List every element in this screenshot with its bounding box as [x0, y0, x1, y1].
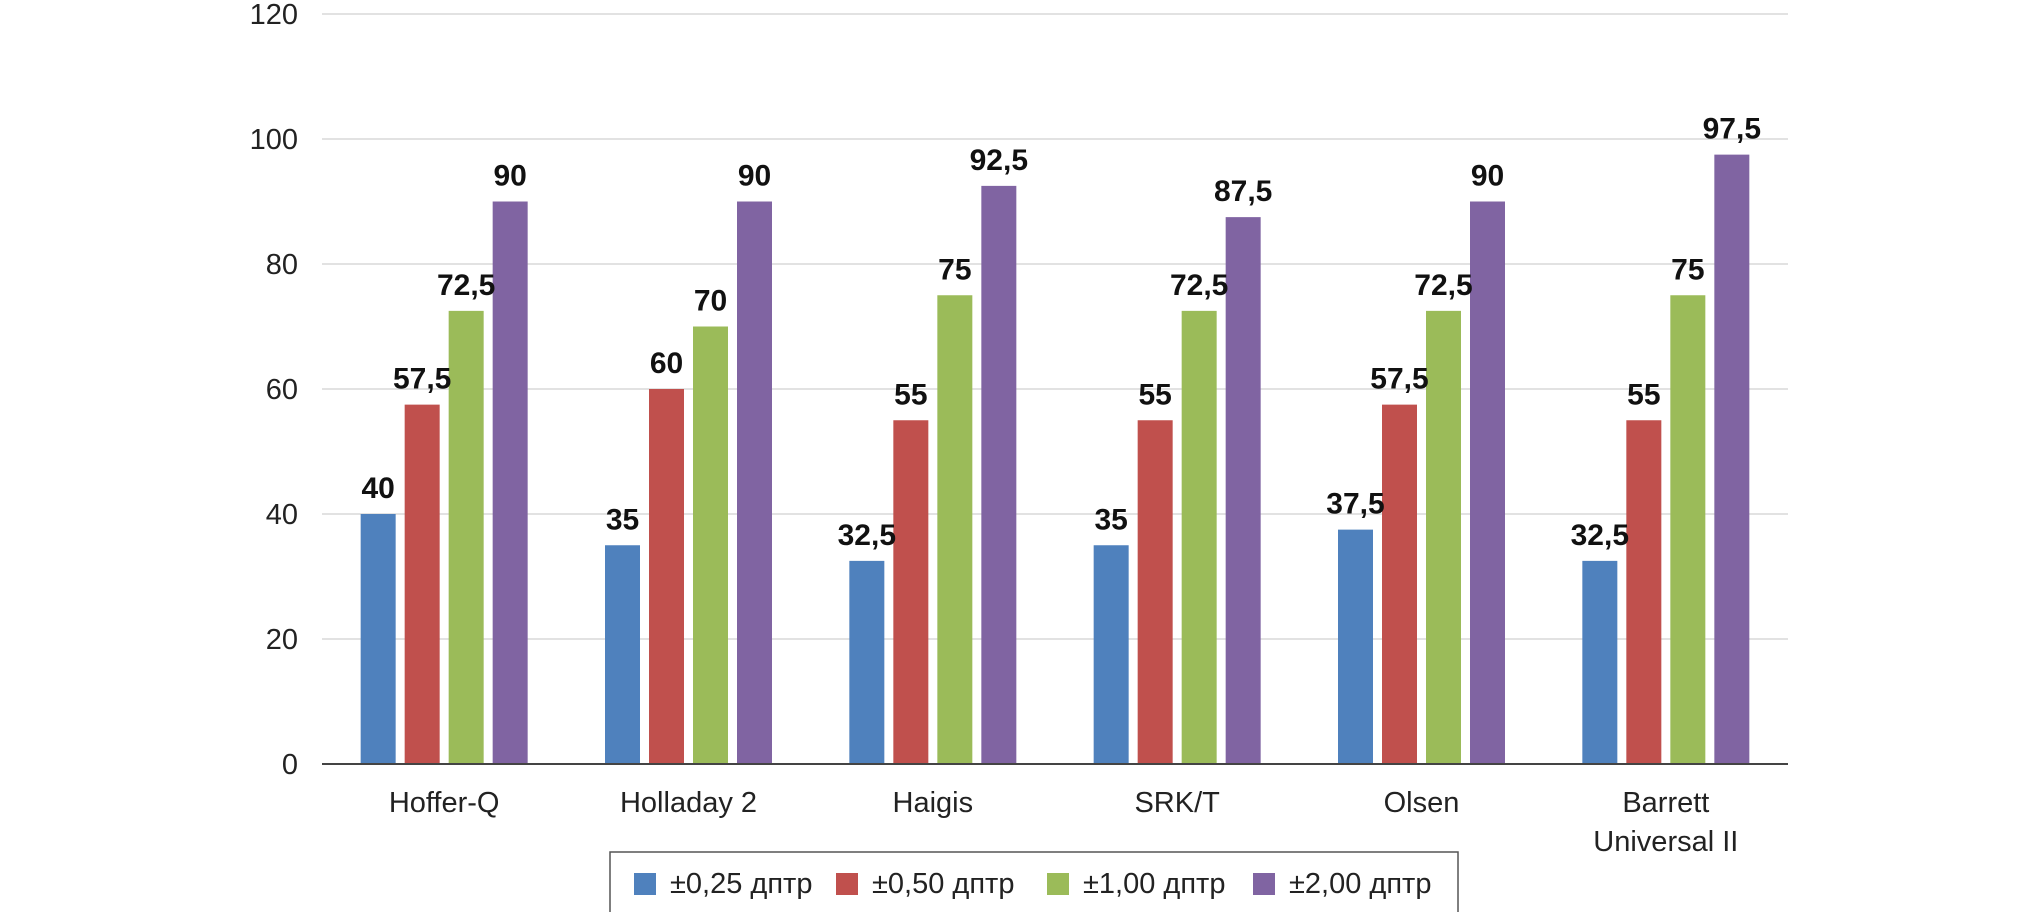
bar-value-label: 90 [738, 160, 771, 193]
bar-value-label: 87,5 [1214, 175, 1272, 208]
bar [849, 560, 885, 764]
bar [605, 545, 640, 764]
y-tick-label: 120 [250, 0, 298, 31]
bar-value-label: 75 [1671, 253, 1704, 286]
bar [1670, 295, 1706, 764]
bar-value-label: 35 [1094, 503, 1127, 536]
bar [404, 404, 440, 764]
y-tick-label: 40 [266, 499, 298, 531]
legend-swatch [836, 873, 858, 895]
legend-label: ±1,00 дптр [1083, 868, 1225, 900]
legend-box [609, 851, 1459, 912]
bar-value-label: 55 [1138, 378, 1171, 411]
bar [1626, 420, 1662, 764]
y-tick-label: 0 [282, 749, 298, 781]
bar [981, 185, 1017, 764]
bar [693, 326, 728, 764]
legend-label: ±0,25 дптр [670, 868, 812, 900]
bar [448, 310, 484, 764]
bar [1137, 420, 1173, 764]
legend-label: ±0,50 дптр [872, 868, 1014, 900]
grid-layer [322, 13, 1788, 640]
bar-value-label: 35 [606, 503, 639, 536]
bar-value-label: 72,5 [1170, 269, 1228, 302]
x-category-label: Universal II [1593, 826, 1738, 858]
y-tick-label: 100 [250, 124, 298, 156]
legend-label: ±2,00 дптр [1289, 868, 1431, 900]
bar [1470, 201, 1505, 764]
bar-value-label: 70 [694, 285, 727, 318]
bars [360, 154, 1750, 764]
legend: ±0,25 дптр ±0,50 дптр ±1,00 дптр ±2,00 дптр [609, 851, 1459, 912]
x-category-label: Hoffer-Q [389, 787, 500, 819]
bar [937, 295, 973, 764]
y-tick-label: 20 [266, 624, 298, 656]
legend-swatch [1253, 873, 1275, 895]
bar-value-label: 37,5 [1326, 488, 1384, 521]
legend-swatch [634, 873, 656, 895]
x-category-label: Holladay 2 [620, 787, 757, 819]
bar-value-label: 90 [493, 160, 526, 193]
legend-swatch [1047, 873, 1069, 895]
bar [893, 420, 929, 764]
bar [360, 514, 396, 764]
bar-value-label: 92,5 [970, 144, 1028, 177]
y-tick-label: 80 [266, 249, 298, 281]
x-category-label: Haigis [893, 787, 974, 819]
bar-value-label: 55 [894, 378, 927, 411]
bar [1181, 310, 1217, 764]
bar-value-label: 72,5 [1414, 269, 1472, 302]
bar-value-label: 57,5 [393, 363, 451, 396]
x-category-label: Olsen [1384, 787, 1460, 819]
bar-value-label: 60 [650, 347, 683, 380]
bar [492, 201, 528, 764]
data-labels: 40 35 32,5 35 37,5 32,5 57,5 60 55 55 57,5 55 72,5 70… [361, 113, 1761, 552]
bar-value-label: 97,5 [1703, 113, 1761, 146]
bar [1225, 217, 1261, 764]
bar [1382, 404, 1417, 764]
x-axis: Hoffer-Q Holladay 2 Haigis SRK/T Olsen Barret… [322, 763, 1788, 858]
bar [1093, 545, 1129, 764]
x-category-label: Barrett [1622, 787, 1709, 819]
bar-value-label: 32,5 [1571, 519, 1629, 552]
y-axis-ticks: 0 20 40 60 80 100 120 [250, 0, 298, 781]
bar-value-label: 57,5 [1370, 363, 1428, 396]
bar [1714, 154, 1750, 764]
bar [1426, 310, 1461, 764]
bar-value-label: 40 [361, 472, 394, 505]
bar [649, 389, 684, 764]
bar-value-label: 55 [1627, 378, 1660, 411]
x-category-label: SRK/T [1134, 787, 1220, 819]
bar-value-label: 90 [1471, 160, 1504, 193]
bar [1338, 529, 1373, 764]
bar [737, 201, 772, 764]
bar-value-label: 72,5 [437, 269, 495, 302]
bar-value-label: 75 [938, 253, 971, 286]
bar-value-label: 32,5 [838, 519, 896, 552]
y-tick-label: 60 [266, 374, 298, 406]
bar [1582, 560, 1618, 764]
